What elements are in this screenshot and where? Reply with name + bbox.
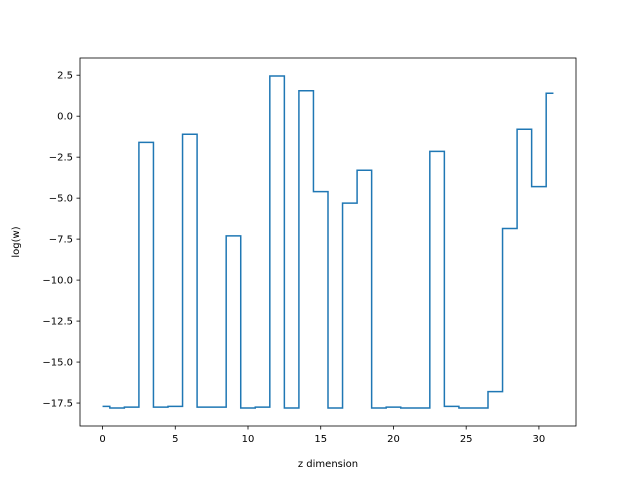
x-tick-label: 30	[533, 434, 546, 445]
x-tick-label: 15	[314, 434, 327, 445]
x-tick-label: 0	[99, 434, 105, 445]
y-tick-label: −17.5	[42, 399, 73, 410]
x-axis-ticks: 0 5 10 15 20 25 30	[99, 426, 545, 445]
x-tick-label: 25	[460, 434, 473, 445]
x-axis-label: z dimension	[298, 459, 358, 470]
y-tick-label: −2.5	[49, 153, 73, 164]
plot-area	[102, 75, 554, 409]
y-tick-label: 0.0	[57, 112, 73, 123]
y-axis-ticks: 2.5 0.0 −2.5 −5.0 −7.5 −10.0 −12.5 −15.0 −17.5	[42, 71, 80, 410]
y-tick-label: −10.0	[42, 276, 73, 287]
axes-frame	[79, 57, 577, 427]
y-tick-label: −7.5	[49, 235, 73, 246]
series-line	[102, 75, 554, 409]
y-axis-label: log(w)	[11, 226, 22, 257]
y-tick-label: 2.5	[57, 71, 73, 82]
y-tick-label: −15.0	[42, 358, 73, 369]
y-tick-label: −5.0	[49, 194, 73, 205]
x-tick-label: 20	[387, 434, 400, 445]
y-tick-label: −12.5	[42, 317, 73, 328]
x-tick-label: 10	[242, 434, 255, 445]
x-tick-label: 5	[172, 434, 178, 445]
